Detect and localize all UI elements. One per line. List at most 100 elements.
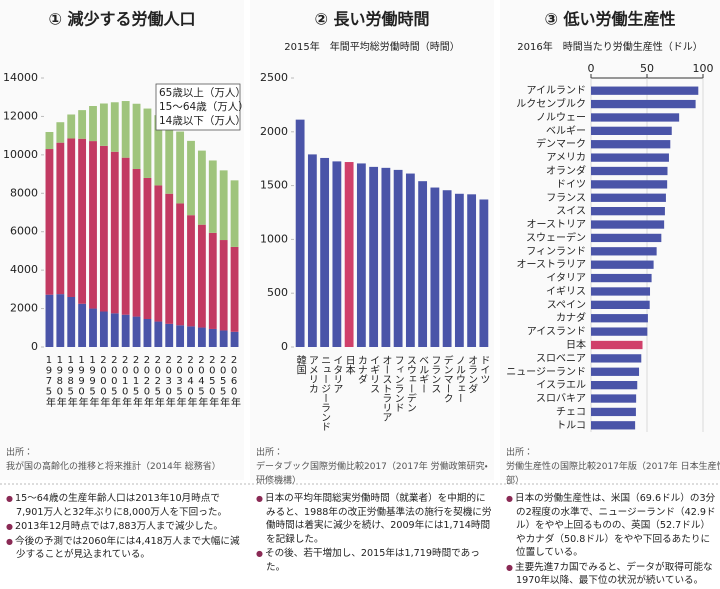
x-tick-label: 2015年 — [131, 355, 143, 408]
bar-segment — [78, 110, 87, 139]
bar — [381, 167, 391, 347]
y-tick-label: アメリカ — [547, 152, 587, 164]
bar — [591, 166, 668, 176]
source: 出所： 我が国の高齢化の推移と将来推計（2014年 総務省） — [6, 446, 242, 474]
source-text: 我が国の高齢化の推移と将来推計（2014年 総務省） — [6, 462, 221, 472]
x-tick-label: 0 — [588, 62, 595, 75]
x-tick-label: 2060年 — [229, 355, 241, 408]
x-tick-label: オーストラリア — [380, 355, 391, 422]
y-tick-label: スロベニア — [536, 352, 586, 364]
y-tick-label: スイス — [556, 206, 586, 217]
bar — [467, 194, 477, 347]
bar — [479, 199, 489, 347]
x-tick-label: 2010年 — [120, 355, 132, 408]
bar-segment — [110, 102, 119, 152]
bar — [591, 86, 699, 95]
bar-segment — [230, 246, 239, 332]
y-tick-label: アイルランド — [527, 85, 587, 97]
y-tick-label: ニュージーランド — [506, 366, 586, 378]
bar-segment — [154, 185, 163, 322]
y-tick-label: 8000 — [10, 186, 38, 199]
notes: 15～64歳の生産年齢人口は2013年10月時点で7,901万人と32年ぶりに8… — [6, 492, 242, 563]
bar — [591, 300, 650, 309]
bar — [591, 113, 680, 122]
y-tick-label: 4000 — [10, 263, 38, 276]
y-tick-label: フランス — [546, 192, 586, 204]
bar — [591, 220, 665, 229]
x-tick-label: アメリカ — [306, 355, 317, 393]
bar-segment — [154, 115, 163, 186]
y-tick-label: イギリス — [546, 285, 586, 297]
bar — [591, 394, 637, 403]
source-label: 出所： — [6, 448, 34, 458]
x-tick-label: 1980年 — [54, 355, 66, 408]
y-tick-label: 日本 — [566, 338, 586, 351]
y-tick-label: イスラエル — [536, 379, 586, 391]
x-tick-label: オランダ — [466, 355, 478, 394]
bar — [320, 157, 330, 347]
y-tick-label: 0 — [31, 340, 38, 353]
y-tick-label: 500 — [267, 286, 288, 299]
bar — [591, 247, 657, 256]
x-tick-label: 2000年 — [98, 355, 110, 408]
bar — [332, 161, 342, 347]
bar-segment — [89, 308, 97, 347]
bar-segment — [89, 105, 97, 142]
bar-segment — [165, 193, 174, 324]
bar-segment — [219, 240, 228, 331]
y-tick-label: ノルウェー — [536, 111, 586, 123]
bar-segment — [121, 157, 130, 315]
x-tick-label: 2020年 — [141, 355, 153, 408]
y-tick-label: 12000 — [3, 109, 38, 122]
y-tick-label: 1000 — [260, 232, 288, 245]
y-tick-label: 14000 — [3, 71, 38, 84]
x-tick-label: ベルギー — [417, 355, 429, 393]
chart-title: ② 長い労働時間 — [314, 10, 429, 29]
y-tick-label: 1500 — [260, 179, 288, 192]
bar-segment — [67, 138, 76, 297]
notes: 日本の労働生産性は、米国（69.6ドル）の3分の2程度の水準で、ニュージーランド… — [506, 492, 718, 589]
bar-segment — [132, 103, 141, 169]
bar — [591, 287, 651, 296]
source-label: 出所： — [256, 448, 284, 458]
bar — [591, 340, 643, 350]
bar-segment — [187, 326, 195, 347]
y-tick-label: トルコ — [556, 420, 586, 431]
note: その後、若干増加し、2015年は1,719時間であった。 — [256, 547, 492, 574]
y-tick-label: ドイツ — [556, 179, 586, 190]
y-tick-label: オーストラリア — [517, 259, 587, 271]
y-tick-label: スペイン — [547, 300, 586, 311]
y-tick-label: ルクセンブルク — [516, 97, 586, 110]
bar-segment — [45, 131, 54, 150]
y-tick-label: イタリア — [546, 272, 586, 284]
x-tick-label: 2045年 — [196, 355, 208, 408]
x-tick-label: 2030年 — [163, 355, 175, 408]
bar — [591, 233, 662, 243]
bar — [591, 260, 654, 269]
bar — [307, 154, 317, 347]
note: 日本の労働生産性は、米国（69.6ドル）の3分の2程度の水準で、ニュージーランド… — [506, 492, 718, 560]
source-text: データブック国際労働比較2017（2017年 労働政策研究・研修機構） — [256, 462, 488, 486]
bar — [369, 166, 379, 347]
bar — [430, 187, 440, 347]
bar-segment — [197, 150, 206, 225]
x-tick-label: スウェーデン — [404, 355, 416, 412]
bar-segment — [208, 232, 217, 329]
bar-segment — [78, 138, 87, 304]
x-tick-label: 100 — [693, 62, 714, 75]
bar — [405, 173, 415, 347]
bar — [591, 207, 665, 216]
x-tick-label: 2055年 — [218, 355, 230, 408]
x-tick-label: デンマーク — [441, 354, 453, 403]
bar-segment — [121, 101, 130, 158]
x-tick-label: ドイツ — [478, 355, 490, 384]
bar-segment — [165, 323, 174, 347]
x-tick-label: カナダ — [355, 355, 367, 384]
bar-segment — [67, 114, 76, 139]
x-tick-label: ニュージーランド — [319, 355, 330, 431]
source-text: 労働生産性の国際比較2017年版（2017年 日本生産性本部） — [506, 462, 720, 486]
x-tick-label: 1990年 — [76, 355, 88, 408]
y-tick-label: オーストリア — [527, 219, 587, 231]
